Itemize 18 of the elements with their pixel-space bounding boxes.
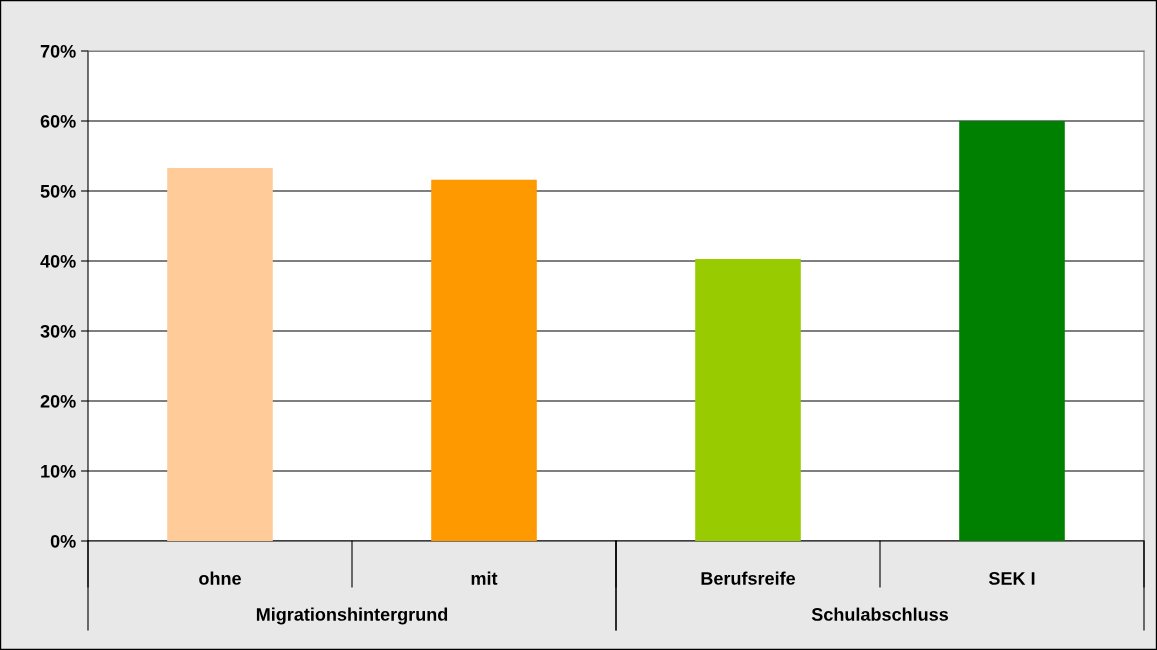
y-tick-label: 40%: [40, 254, 76, 268]
x-tick-label: Berufsreife: [701, 571, 796, 585]
bar: [167, 167, 273, 541]
y-tick-label: 20%: [40, 394, 76, 408]
x-tick-label: SEK I: [988, 572, 1035, 585]
y-tick-label: 50%: [40, 184, 76, 198]
bar: [431, 179, 537, 541]
text: Schulabschluss: [811, 607, 948, 621]
y-tick-label: 0%: [50, 534, 76, 548]
x-tick-label: ohne: [199, 571, 241, 585]
y-tick-label: 10%: [41, 464, 76, 478]
y-tick-label: 70%: [40, 44, 76, 58]
bar: [695, 258, 801, 541]
x-tick-label: mit: [471, 571, 498, 585]
bar: [959, 121, 1065, 541]
text: Migrationshintergrund: [256, 607, 448, 625]
y-tick-label: 60%: [40, 114, 76, 128]
y-tick-label: 30%: [40, 324, 76, 338]
